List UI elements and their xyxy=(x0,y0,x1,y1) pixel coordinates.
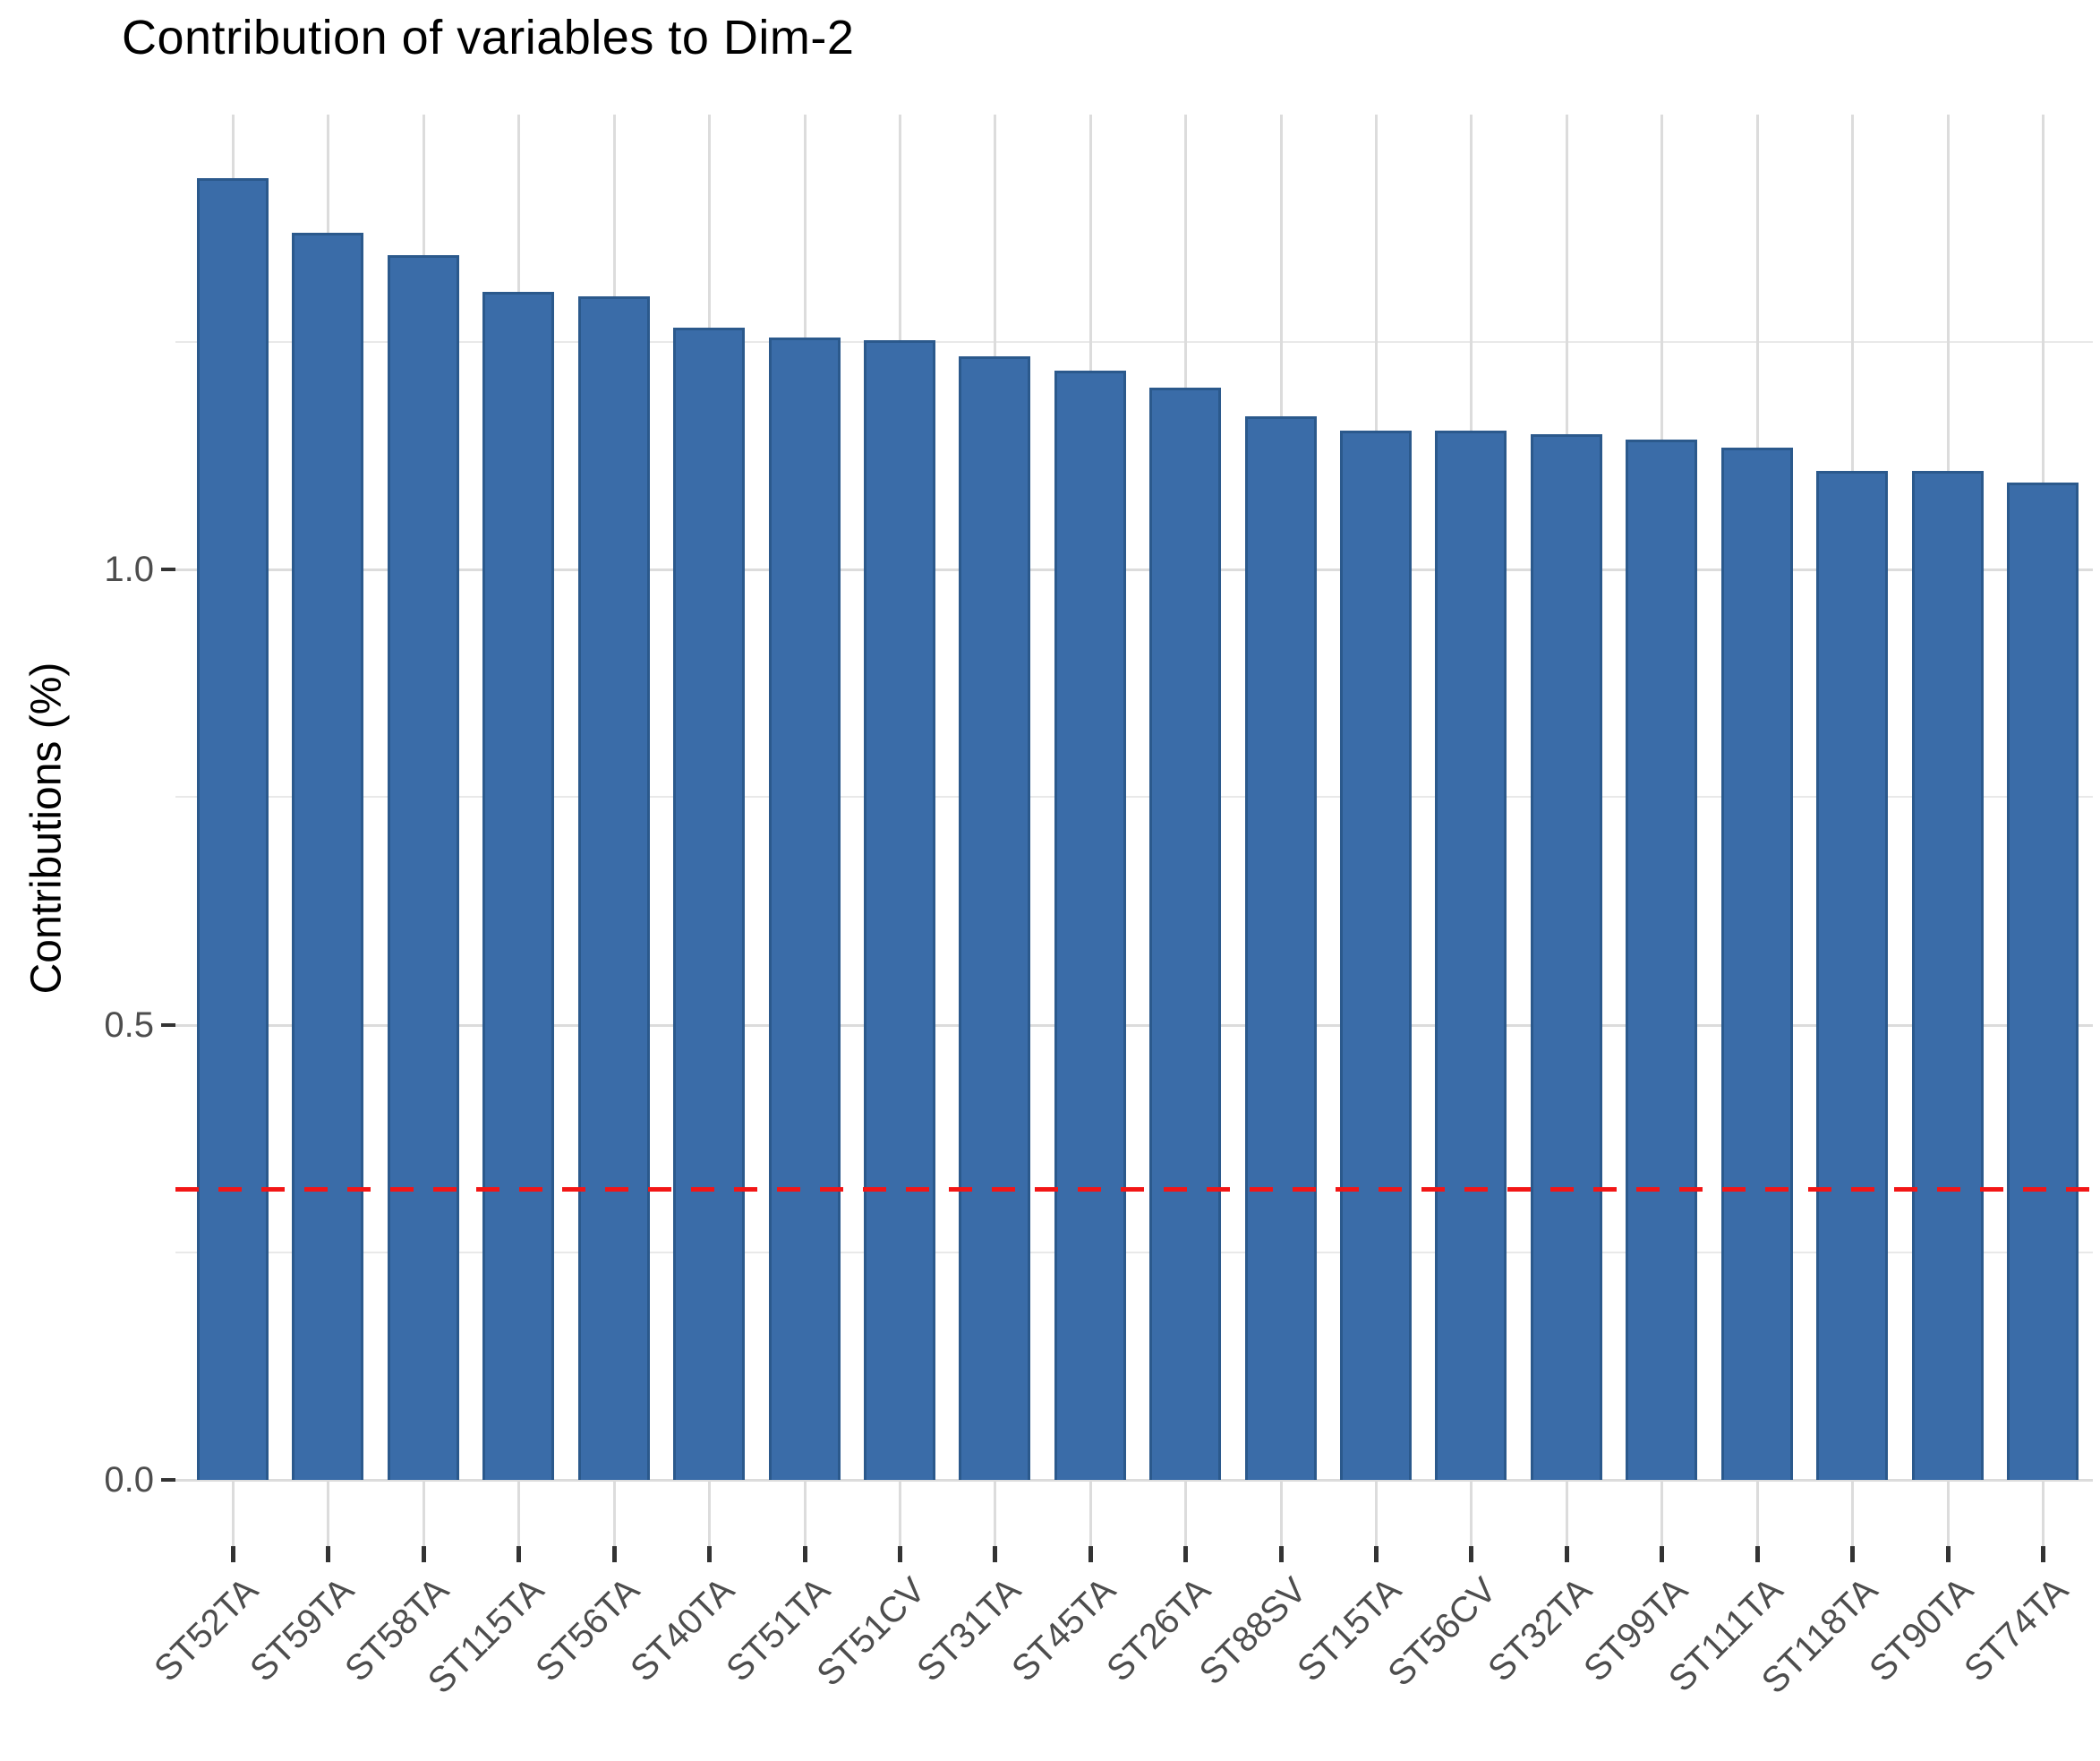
x-tick-label: ST45TA xyxy=(1004,1570,1123,1689)
x-tick-mark xyxy=(1469,1546,1474,1562)
bar xyxy=(292,232,364,1480)
x-tick-mark xyxy=(231,1546,235,1562)
x-tick-mark xyxy=(1278,1546,1284,1562)
x-tick-mark xyxy=(897,1546,902,1562)
minor-gridline xyxy=(175,796,2093,799)
bar xyxy=(1149,387,1222,1480)
major-gridline xyxy=(175,568,2093,571)
x-tick-label: ST52TA xyxy=(147,1570,267,1689)
x-tick-mark xyxy=(326,1546,331,1562)
bar xyxy=(577,295,650,1480)
x-tick-mark xyxy=(1088,1546,1093,1562)
y-axis-title: Contributions (%) xyxy=(22,662,71,995)
y-tick-mark xyxy=(161,1022,175,1027)
x-tick-mark xyxy=(1850,1546,1856,1562)
bar xyxy=(1911,471,1984,1480)
bar xyxy=(482,291,555,1480)
bar xyxy=(959,356,1031,1480)
x-tick-mark xyxy=(707,1546,713,1562)
bar xyxy=(197,177,269,1480)
bar xyxy=(1816,471,1889,1480)
bar xyxy=(1340,431,1413,1480)
reference-line xyxy=(175,1186,2093,1192)
x-tick-mark xyxy=(2040,1546,2045,1562)
bar xyxy=(1626,439,1698,1480)
x-tick-mark xyxy=(1564,1546,1569,1562)
bar xyxy=(673,328,746,1480)
y-tick-label: 0.0 xyxy=(104,1460,154,1500)
x-tick-mark xyxy=(611,1546,617,1562)
y-tick-label: 1.0 xyxy=(104,550,154,589)
x-tick-mark xyxy=(1945,1546,1951,1562)
x-tick-label: ST90TA xyxy=(1861,1570,1981,1689)
x-tick-label: ST56TA xyxy=(528,1570,647,1689)
x-tick-label: ST32TA xyxy=(1481,1570,1601,1689)
bar xyxy=(387,255,459,1480)
y-tick-mark xyxy=(161,568,175,571)
x-tick-label: ST88SV xyxy=(1191,1570,1314,1693)
x-tick-label: ST59TA xyxy=(242,1570,362,1689)
x-tick-mark xyxy=(1374,1546,1379,1562)
x-tick-label: ST40TA xyxy=(623,1570,743,1689)
bar xyxy=(1244,416,1317,1480)
bar xyxy=(1530,434,1602,1480)
chart-title: Contribution of variables to Dim-2 xyxy=(122,11,855,64)
bar xyxy=(1435,431,1507,1480)
x-tick-mark xyxy=(993,1546,998,1562)
major-gridline xyxy=(175,1023,2093,1027)
x-tick-mark xyxy=(516,1546,522,1562)
bar xyxy=(1720,447,1793,1480)
y-tick-label: 0.5 xyxy=(104,1004,154,1045)
x-tick-mark xyxy=(1660,1546,1665,1562)
major-gridline xyxy=(175,1479,2093,1482)
x-tick-mark xyxy=(802,1546,807,1562)
x-tick-mark xyxy=(421,1546,426,1562)
bar xyxy=(863,339,935,1480)
x-tick-label: ST74TA xyxy=(1957,1570,2077,1689)
minor-gridline xyxy=(175,340,2093,343)
minor-gridline xyxy=(175,1251,2093,1253)
x-tick-mark xyxy=(1183,1546,1189,1562)
y-tick-mark xyxy=(161,1478,175,1482)
x-tick-mark xyxy=(1754,1546,1760,1562)
bar xyxy=(1054,371,1126,1480)
x-tick-label: ST31TA xyxy=(909,1570,1029,1689)
bar xyxy=(2006,483,2079,1480)
bar xyxy=(768,337,841,1480)
